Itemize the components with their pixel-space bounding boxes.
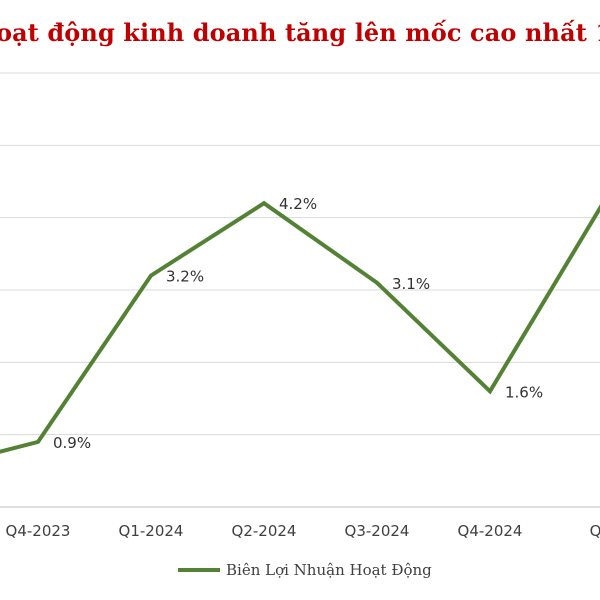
x-tick-label-5: Q4-2024 xyxy=(458,522,523,540)
data-labels: 0.9% 3.2% 4.2% 3.1% 1.6% xyxy=(53,195,543,452)
data-label-4: 3.1% xyxy=(392,275,430,293)
data-label-1: 0.9% xyxy=(53,434,91,452)
series-group xyxy=(0,200,600,454)
legend-label: Biên Lợi Nhuận Hoạt Động xyxy=(226,561,432,579)
x-tick-label-6: Q1- xyxy=(590,522,600,540)
x-tick-label-1: Q4-2023 xyxy=(6,522,71,540)
x-tick-label-3: Q2-2024 xyxy=(232,522,297,540)
x-tick-label-4: Q3-2024 xyxy=(345,522,410,540)
x-axis-ticks: Q4-2023 Q1-2024 Q2-2024 Q3-2024 Q4-2024 Q1- xyxy=(6,522,600,540)
x-tick-label-2: Q1-2024 xyxy=(119,522,184,540)
data-label-3: 4.2% xyxy=(279,195,317,213)
legend: Biên Lợi Nhuận Hoạt Động xyxy=(178,561,432,579)
chart-title: oạt động kinh doanh tăng lên mốc cao nhấ… xyxy=(0,18,600,47)
series-line xyxy=(0,200,600,454)
gridlines xyxy=(0,72,600,508)
data-label-5: 1.6% xyxy=(505,383,543,401)
data-label-2: 3.2% xyxy=(166,268,204,286)
